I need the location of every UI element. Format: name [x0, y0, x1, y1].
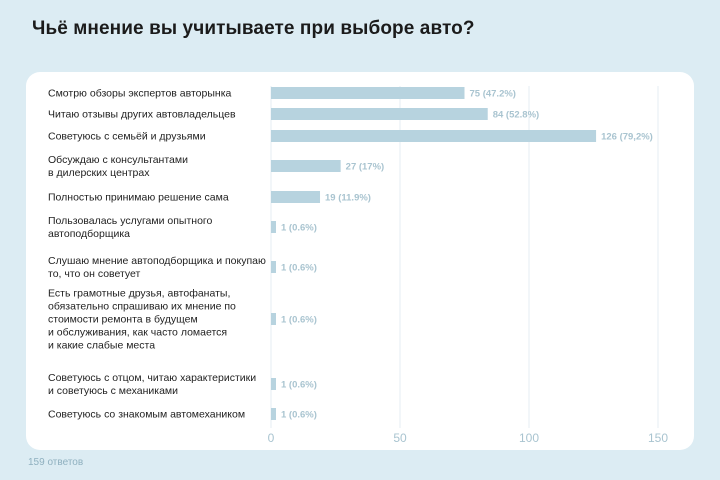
x-tick-label: 100 — [519, 431, 539, 445]
bar-value-label: 19 (11.9%) — [325, 193, 371, 204]
bar-value-label: 1 (0.6%) — [281, 380, 317, 391]
bar-value-label: 1 (0.6%) — [281, 315, 317, 326]
bar — [271, 191, 321, 203]
bar-value-label: 1 (0.6%) — [281, 223, 317, 234]
category-label: Полностью принимаю решение сама — [48, 192, 229, 204]
x-tick-label: 50 — [393, 431, 407, 445]
x-tick-label: 150 — [648, 431, 668, 445]
chart-title: Чьё мнение вы учитываете при выборе авто… — [32, 18, 475, 39]
bar-value-label: 126 (79,2%) — [601, 132, 653, 143]
bar — [271, 408, 276, 420]
bar-value-label: 84 (52.8%) — [493, 110, 539, 121]
bar-value-label: 1 (0.6%) — [281, 410, 317, 421]
category-label: Советуюсь со знакомым автомехаником — [48, 409, 245, 421]
category-label: Обсуждаю с консультантами в дилерских цен… — [48, 154, 188, 179]
category-label: Советуюсь с отцом, читаю характеристики и… — [48, 372, 256, 397]
bar — [271, 261, 276, 273]
category-label: Есть грамотные друзья, автофанаты, обязат… — [48, 288, 236, 352]
category-label: Пользовалась услугами опытного автоподбор… — [48, 215, 213, 240]
bar — [271, 313, 276, 325]
responses-count: 159 ответов — [28, 457, 84, 468]
bar — [271, 108, 488, 120]
category-label: Советуюсь с семьёй и друзьями — [48, 131, 206, 143]
bar — [271, 130, 597, 142]
bar — [271, 378, 276, 390]
bar-value-label: 1 (0.6%) — [281, 263, 317, 274]
category-label: Читаю отзывы других автовладельцев — [48, 109, 236, 121]
bar — [271, 160, 341, 172]
bar-value-label: 27 (17%) — [346, 162, 385, 173]
bar — [271, 87, 465, 99]
category-label: Смотрю обзоры экспертов авторынка — [48, 88, 232, 100]
bar — [271, 221, 276, 233]
bar-value-label: 75 (47.2%) — [470, 89, 516, 100]
category-label: Слушаю мнение автоподборщика и покупаю то… — [48, 255, 266, 280]
x-tick-label: 0 — [268, 431, 275, 445]
